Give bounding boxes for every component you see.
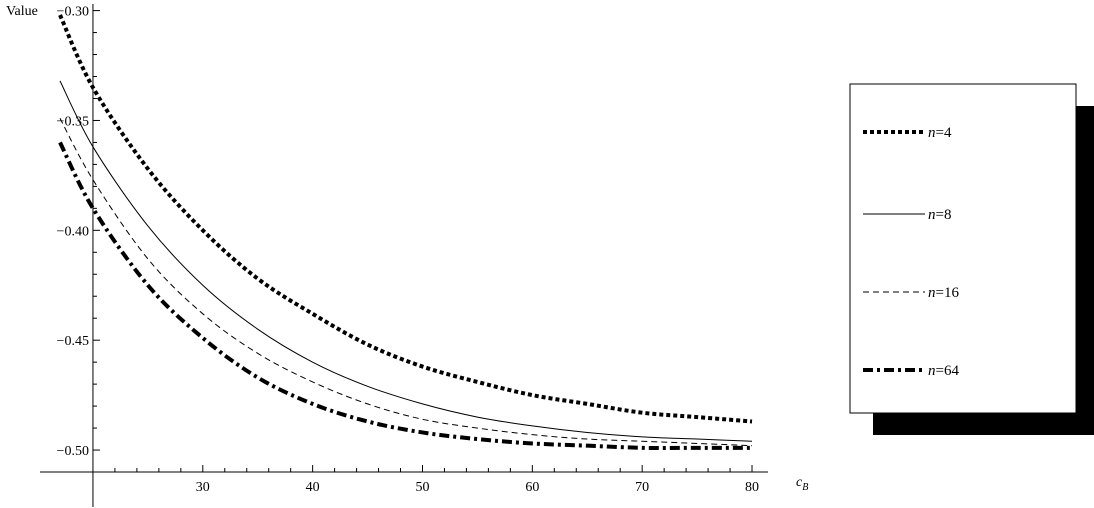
legend: n=4 n=8 n=16 n=64 — [849, 83, 1094, 435]
x-tick-label: 60 — [525, 480, 539, 495]
x-tick-label: 70 — [635, 480, 649, 495]
legend-items: n=4 n=8 n=16 n=64 — [863, 125, 959, 379]
x-axis-title-sub: B — [802, 482, 808, 493]
series-line-n-4 — [58, 14, 753, 424]
axis-ticks: −0.30 −0.35 −0.40 −0.45 −0.50 30 40 50 60 70 80 — [57, 5, 759, 495]
legend-box — [849, 83, 1077, 414]
x-axis-title: cB — [796, 475, 808, 493]
y-axis-title: Value — [6, 4, 38, 19]
y-tick-label: −0.35 — [57, 114, 89, 129]
y-tick-label: −0.50 — [57, 444, 89, 459]
axes — [40, 4, 768, 507]
y-tick-label: −0.30 — [57, 5, 89, 20]
legend-label-n-4: n=4 — [928, 125, 952, 141]
x-tick-label: 50 — [415, 480, 429, 495]
x-axis-title-main: c — [796, 475, 803, 490]
y-tick-label: −0.40 — [57, 224, 89, 239]
series-line-n-16 — [59, 118, 753, 447]
plot-area: −0.30 −0.35 −0.40 −0.45 −0.50 30 40 50 60 70 80 Va… — [6, 4, 808, 507]
legend-label-n-16: n=16 — [928, 285, 959, 301]
x-tick-label: 40 — [306, 480, 320, 495]
y-tick-label: −0.45 — [57, 334, 89, 349]
x-tick-label: 30 — [196, 480, 210, 495]
series-lines — [58, 14, 753, 451]
series-line-n-64 — [58, 141, 753, 451]
x-tick-label: 80 — [745, 480, 759, 495]
legend-label-n-64: n=64 — [928, 363, 959, 379]
series-line-n-8 — [59, 80, 753, 442]
legend-label-n-8: n=8 — [928, 207, 951, 223]
